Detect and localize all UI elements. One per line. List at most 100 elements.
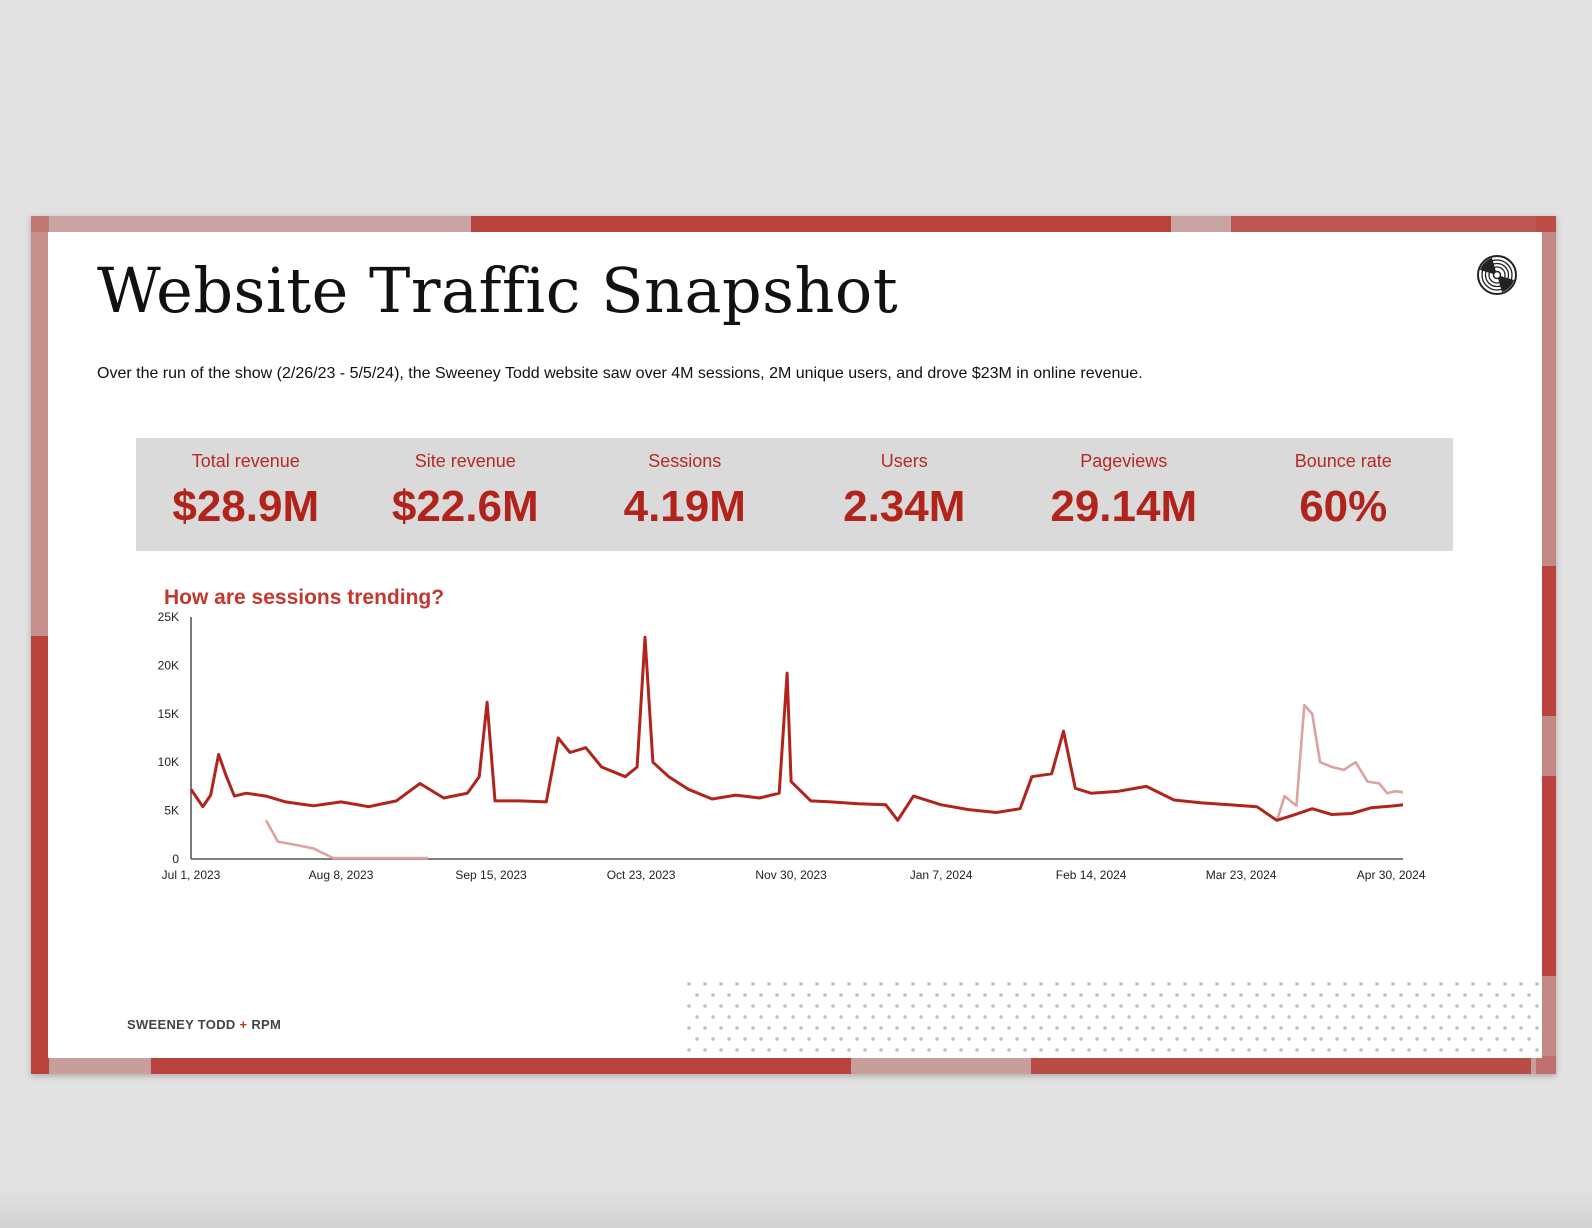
decorative-dot: [1367, 1037, 1371, 1041]
kpi-value: 4.19M: [623, 482, 746, 531]
decorative-dot: [1111, 993, 1115, 997]
decorative-dot: [1343, 982, 1347, 986]
kpi-label: Users: [880, 451, 928, 471]
decorative-dot: [1279, 982, 1283, 986]
decorative-dot: [791, 1015, 795, 1019]
decorative-dot: [1495, 993, 1499, 997]
decorative-dot: [911, 982, 915, 986]
decorative-dot: [743, 1015, 747, 1019]
decorative-dot: [703, 1004, 707, 1008]
y-tick-label: 25K: [158, 612, 179, 624]
decorative-dot: [1111, 1037, 1115, 1041]
decorative-dot: [959, 982, 963, 986]
decorative-dot: [1207, 1037, 1211, 1041]
decorative-dot: [1135, 982, 1139, 986]
decorative-dot: [1439, 1004, 1443, 1008]
decorative-dot: [1279, 1048, 1283, 1052]
decorative-dot: [1287, 1015, 1291, 1019]
decorative-dot: [847, 982, 851, 986]
decorative-dot: [911, 1026, 915, 1030]
decorative-dot: [895, 1048, 899, 1052]
decorative-dot: [1423, 1004, 1427, 1008]
decorative-dot: [839, 1037, 843, 1041]
decorative-dot: [719, 1004, 723, 1008]
decorative-dot: [1071, 982, 1075, 986]
decorative-dot: [1359, 1026, 1363, 1030]
decorative-dot: [855, 1037, 859, 1041]
decorative-dot: [1335, 1037, 1339, 1041]
decorative-dot: [847, 1026, 851, 1030]
decorative-dot: [1383, 993, 1387, 997]
decorative-dot: [1135, 1048, 1139, 1052]
decorative-dot: [983, 1015, 987, 1019]
decorative-dot: [855, 1015, 859, 1019]
decorative-dot: [1167, 982, 1171, 986]
footer-plus: +: [239, 1017, 248, 1032]
decorative-dot: [703, 1048, 707, 1052]
decorative-dot: [1223, 1015, 1227, 1019]
decorative-dot: [1535, 1048, 1539, 1052]
decorative-dot: [1375, 982, 1379, 986]
decorative-dot: [983, 1037, 987, 1041]
decorative-dot: [1439, 1026, 1443, 1030]
decorative-dot: [1103, 1048, 1107, 1052]
decorative-dot: [991, 982, 995, 986]
decorative-dot: [1415, 1037, 1419, 1041]
decorative-dot: [1023, 1048, 1027, 1052]
decorative-dot: [1455, 1004, 1459, 1008]
kpi-sessions: Sessions 4.19M: [585, 438, 785, 551]
vinyl-record-icon: [1477, 255, 1517, 295]
decorative-dot: [975, 1004, 979, 1008]
decorative-dot: [1095, 993, 1099, 997]
decorative-dot: [1143, 1037, 1147, 1041]
decorative-dot: [1191, 1015, 1195, 1019]
decorative-dot: [1239, 993, 1243, 997]
decorative-dot: [1495, 1015, 1499, 1019]
decorative-dot: [1023, 982, 1027, 986]
decorative-dot: [1279, 1026, 1283, 1030]
decorative-dot: [1015, 1015, 1019, 1019]
decorative-dot: [1023, 1026, 1027, 1030]
decorative-dot: [1007, 1004, 1011, 1008]
decorative-dot: [1351, 1037, 1355, 1041]
slide: Website Traffic Snapshot Over the run of…: [48, 232, 1542, 1058]
decorative-dot: [1359, 1004, 1363, 1008]
decorative-dot: [727, 1037, 731, 1041]
decorative-dot: [991, 1004, 995, 1008]
decorative-dot: [767, 1004, 771, 1008]
decorative-dot: [1295, 982, 1299, 986]
decorative-dot: [1047, 993, 1051, 997]
decorative-dot: [1151, 1004, 1155, 1008]
decorative-dot: [1535, 982, 1539, 986]
decorative-dot: [975, 1026, 979, 1030]
decorative-dot: [1463, 993, 1467, 997]
decorative-dot: [1519, 1026, 1523, 1030]
decorative-dot: [967, 993, 971, 997]
decorative-dot: [1071, 1026, 1075, 1030]
decorative-dot: [1015, 993, 1019, 997]
decorative-dot: [927, 1048, 931, 1052]
decorative-dot: [1183, 1026, 1187, 1030]
decorative-dot: [1471, 1048, 1475, 1052]
decorative-dot: [1511, 993, 1515, 997]
x-tick-label: Aug 8, 2023: [309, 868, 374, 882]
decorative-dot: [1103, 1004, 1107, 1008]
decorative-dot: [735, 982, 739, 986]
decorative-dot: [943, 1048, 947, 1052]
decorative-dot: [1375, 1048, 1379, 1052]
decorative-dot: [935, 993, 939, 997]
decorative-dot: [815, 1026, 819, 1030]
decorative-dot: [727, 1015, 731, 1019]
decorative-dot: [703, 982, 707, 986]
decorative-dot: [1247, 1026, 1251, 1030]
decorative-dot: [1031, 1037, 1035, 1041]
decorative-dot: [863, 1026, 867, 1030]
kpi-bar: Total revenue $28.9M Site revenue $22.6M…: [136, 438, 1453, 551]
decorative-dot: [1343, 1004, 1347, 1008]
decorative-dot: [783, 1048, 787, 1052]
decorative-dot: [1071, 1004, 1075, 1008]
y-tick-label: 20K: [158, 658, 179, 672]
kpi-value: 60%: [1299, 482, 1388, 531]
decorative-dot: [1503, 1048, 1507, 1052]
decorative-dot: [1463, 1037, 1467, 1041]
